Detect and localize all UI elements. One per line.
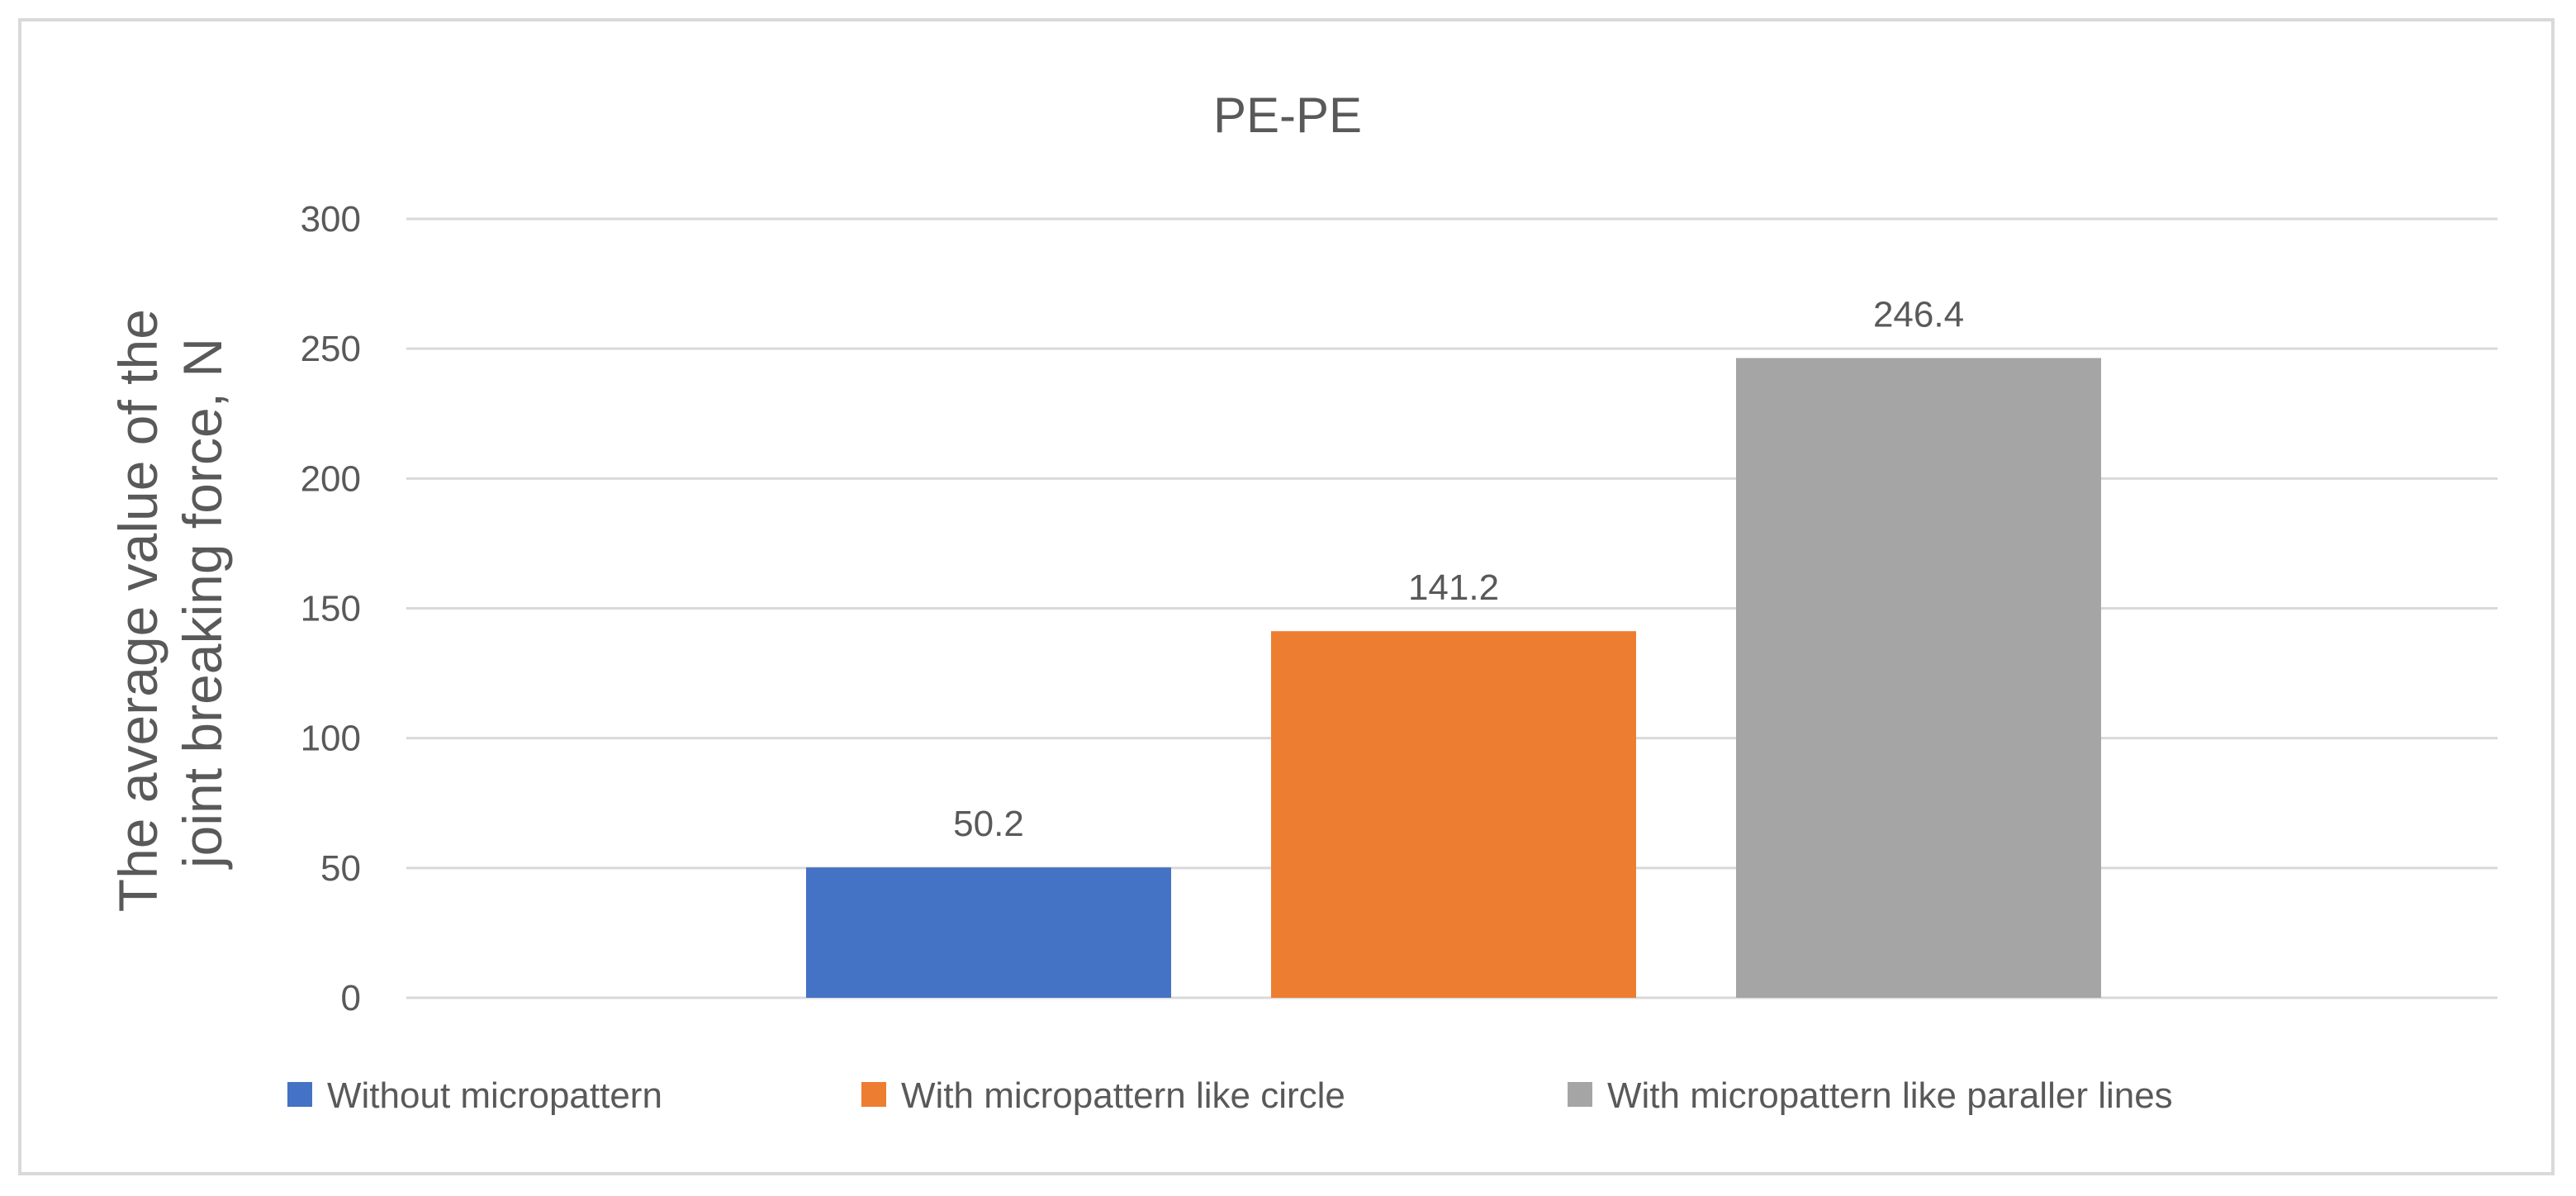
gridlines	[406, 217, 2498, 999]
chart-title: PE-PE	[1213, 88, 1362, 143]
legend-swatch-3	[1568, 1082, 1592, 1107]
legend-label-2: With micropattern like circle	[901, 1075, 1345, 1116]
legend-swatch-1	[287, 1082, 312, 1107]
y-tick-label-200: 200	[301, 458, 361, 499]
y-tick-label-0: 0	[341, 978, 361, 1018]
bar-3	[1736, 358, 2101, 998]
bar-2	[1271, 631, 1636, 998]
y-tick-label-50: 50	[320, 848, 361, 889]
bar-1	[806, 867, 1171, 998]
legend-label-1: Without micropattern	[327, 1075, 662, 1116]
data-label-1: 50.2	[953, 804, 1024, 844]
legend: Without micropattern With micropattern li…	[287, 1075, 2173, 1116]
data-label-3: 246.4	[1873, 294, 1964, 335]
data-label-2: 141.2	[1408, 567, 1499, 608]
y-tick-label-150: 150	[301, 589, 361, 629]
bars	[806, 358, 2101, 998]
y-axis-ticks: 0 50 100 150 200 250 300	[301, 199, 361, 1018]
legend-swatch-2	[861, 1082, 886, 1107]
y-tick-label-250: 250	[301, 329, 361, 369]
y-axis-label-line-2: joint breaking force, N	[172, 338, 233, 870]
data-labels: 50.2 141.2 246.4	[953, 294, 1964, 844]
y-axis-label-line-1: The average value of the	[107, 309, 168, 912]
y-tick-label-100: 100	[301, 719, 361, 759]
legend-label-3: With micropattern like paraller lines	[1607, 1075, 2173, 1116]
y-axis-label: The average value of the joint breaking …	[107, 294, 233, 913]
y-tick-label-300: 300	[301, 199, 361, 240]
